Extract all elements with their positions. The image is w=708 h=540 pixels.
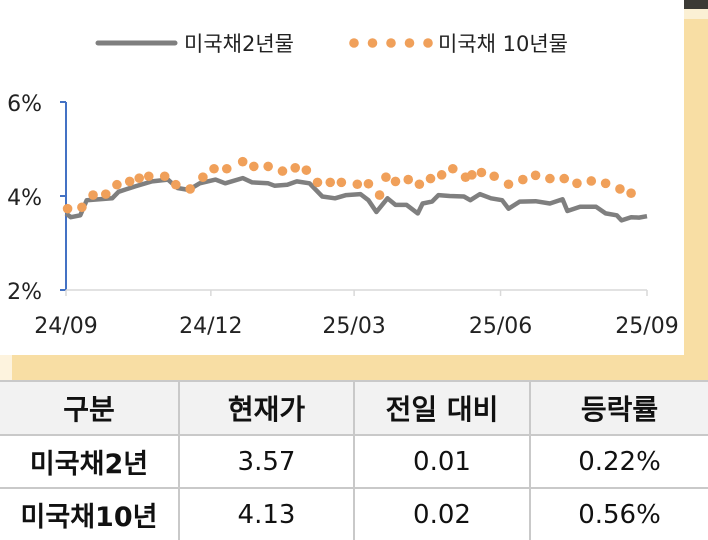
data-point-10y: [62, 203, 73, 214]
row-change-rate: 0.22%: [529, 434, 708, 489]
row-change: 0.01: [353, 434, 531, 489]
header-change-rate: 등락률: [529, 380, 708, 436]
data-point-10y: [209, 163, 219, 174]
y-tick-label: 2%: [7, 280, 42, 305]
data-point-10y: [448, 163, 458, 174]
table-row: 미국채10년 4.13 0.02 0.56%: [0, 487, 708, 540]
data-point-10y: [88, 190, 98, 200]
data-point-10y: [171, 179, 181, 190]
row-price: 4.13: [178, 487, 355, 540]
data-point-10y: [436, 170, 447, 180]
decorative-strip: [684, 0, 708, 380]
data-point-10y: [237, 156, 248, 167]
legend-dot: [367, 38, 378, 48]
data-point-10y: [185, 184, 195, 194]
table-row: 미국채2년 3.57 0.01 0.22%: [0, 434, 708, 489]
data-point-10y: [518, 174, 528, 185]
decorative-strip-top: [684, 0, 708, 9]
data-point-10y: [489, 171, 499, 182]
legend-dot: [404, 38, 415, 48]
y-tick-label: 4%: [7, 186, 42, 211]
data-point-10y: [336, 177, 347, 188]
legend-dot: [423, 38, 433, 48]
data-point-10y: [467, 170, 477, 180]
data-point-10y: [159, 171, 170, 182]
decorative-band-left: [0, 355, 12, 380]
data-point-10y: [143, 171, 154, 182]
data-point-10y: [626, 188, 636, 198]
legend-dot: [386, 38, 396, 48]
data-point-10y: [476, 167, 487, 178]
plot-area: [62, 156, 648, 223]
legend: 미국채2년물 미국채 10년물: [95, 32, 568, 56]
data-point-10y: [290, 163, 301, 173]
x-tick-label: 24/09: [34, 314, 97, 339]
data-point-10y: [221, 163, 232, 174]
decorative-strip-light: [684, 9, 708, 19]
data-point-10y: [312, 177, 323, 188]
data-point-10y: [572, 178, 582, 189]
yield-table: 구분 현재가 전일 대비 등락률 미국채2년 3.57 0.01 0.22% 미…: [0, 380, 708, 540]
data-point-10y: [381, 172, 391, 182]
x-tick-label: 25/06: [469, 314, 532, 339]
legend-swatch-10y: [349, 38, 433, 48]
data-point-10y: [77, 202, 87, 213]
data-point-10y: [352, 179, 363, 190]
data-point-10y: [615, 184, 625, 194]
data-point-10y: [503, 179, 514, 190]
data-point-10y: [586, 176, 597, 186]
decorative-band: [12, 355, 708, 380]
data-point-10y: [425, 173, 436, 184]
data-point-10y: [124, 176, 135, 187]
x-tick-label: 25/03: [322, 314, 385, 339]
yield-chart: 미국채2년물 미국채 10년물 2% 4% 6% 24/09 24/12 25/03 25/…: [7, 32, 679, 339]
legend-label-10y: 미국채 10년물: [438, 32, 568, 56]
data-point-10y: [559, 173, 570, 184]
header-category: 구분: [0, 380, 180, 436]
legend-label-2y: 미국채2년물: [184, 32, 294, 56]
axes: 2% 4% 6% 24/09 24/12 25/03 25/06 25/09: [7, 92, 679, 339]
x-tick-label: 25/09: [615, 314, 678, 339]
data-point-10y: [198, 172, 208, 182]
legend-dot: [349, 38, 359, 48]
data-point-10y: [134, 173, 145, 183]
data-point-10y: [600, 178, 611, 189]
data-point-10y: [374, 190, 385, 200]
row-price: 3.57: [178, 434, 355, 489]
chart-panel: [0, 0, 684, 355]
data-point-10y: [390, 176, 401, 187]
data-point-10y: [112, 179, 122, 190]
data-point-10y: [301, 165, 312, 175]
header-change: 전일 대비: [353, 380, 531, 436]
row-change-rate: 0.56%: [529, 487, 708, 540]
row-name: 미국채2년: [0, 434, 180, 489]
x-tick-label: 24/12: [179, 314, 242, 339]
data-point-10y: [100, 189, 111, 199]
row-change: 0.02: [353, 487, 531, 540]
y-tick-label: 6%: [7, 92, 42, 117]
row-name: 미국채10년: [0, 487, 180, 540]
data-point-10y: [249, 161, 259, 172]
data-point-10y: [325, 177, 336, 188]
header-price: 현재가: [178, 380, 355, 436]
data-point-10y: [277, 166, 288, 176]
data-point-10y: [414, 179, 425, 190]
data-point-10y: [363, 178, 374, 189]
table-header-row: 구분 현재가 전일 대비 등락률: [0, 380, 708, 436]
data-point-10y: [403, 174, 414, 185]
data-point-10y: [263, 161, 273, 172]
data-point-10y: [530, 170, 541, 181]
data-point-10y: [545, 173, 555, 184]
